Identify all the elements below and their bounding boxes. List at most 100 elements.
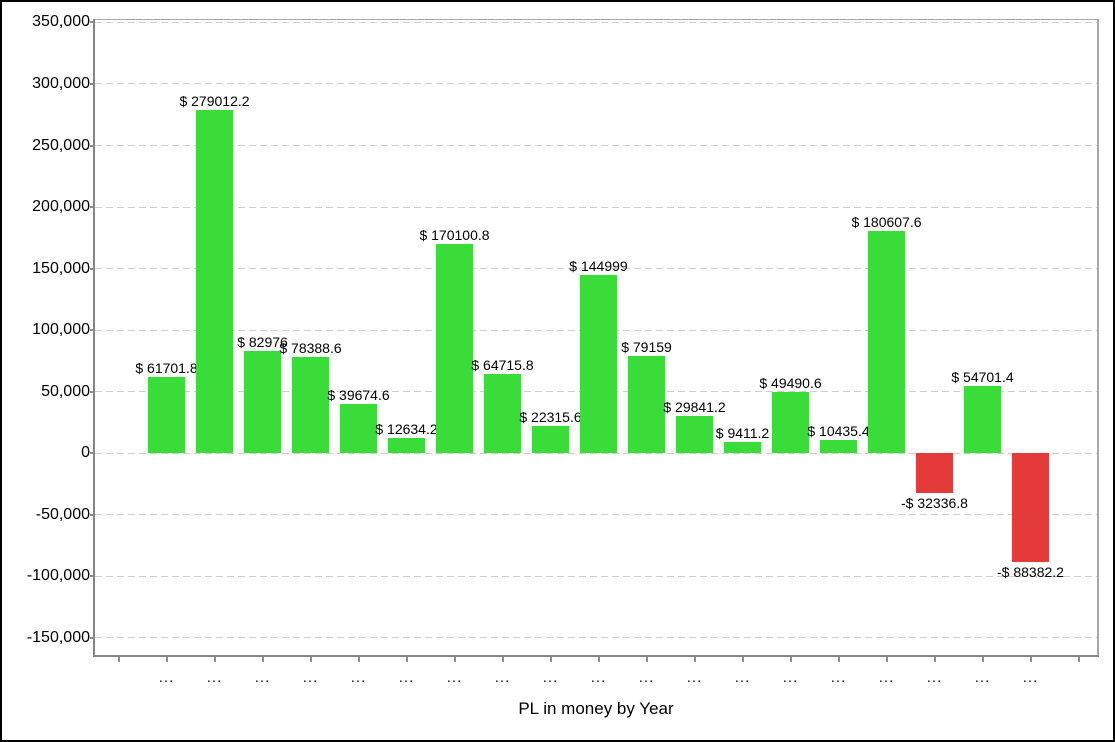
y-axis-tick (90, 206, 95, 209)
bar-value-label: $ 144999 (569, 257, 628, 274)
x-axis-tick (549, 657, 552, 662)
x-axis-tick (213, 657, 216, 662)
x-axis-label: ... (158, 669, 175, 686)
bar-value-label: $ 279012.2 (179, 92, 250, 109)
x-axis-tick (1077, 657, 1080, 662)
x-axis-tick (981, 657, 984, 662)
bar-negative (916, 453, 953, 493)
bar-value-label: $ 180607.6 (851, 213, 922, 230)
bar-positive (772, 392, 809, 454)
plot-border-right (1097, 19, 1099, 657)
y-axis-tick (90, 21, 95, 24)
bar-positive (868, 230, 905, 454)
x-axis-label: ... (590, 669, 607, 686)
x-axis-label: ... (254, 669, 271, 686)
bar-positive (628, 355, 665, 454)
x-axis-tick (693, 657, 696, 662)
y-axis-tick (90, 513, 95, 516)
y-gridline (95, 268, 1097, 270)
bar-positive (340, 404, 377, 454)
x-axis-label: ... (206, 669, 223, 686)
bar-value-label: $ 64715.8 (471, 356, 534, 373)
x-axis-tick (357, 657, 360, 662)
bar-value-label: -$ 88382.2 (997, 563, 1064, 580)
y-axis-label: 300,000 (32, 74, 90, 92)
y-axis-tick (90, 390, 95, 393)
x-axis-tick (261, 657, 264, 662)
bar-positive (724, 441, 761, 454)
y-axis-label: -150,000 (26, 628, 90, 646)
x-axis-tick (117, 657, 120, 662)
y-axis-line (93, 19, 95, 657)
x-axis-tick (501, 657, 504, 662)
bar-positive (148, 377, 185, 454)
y-axis-tick (90, 452, 95, 455)
bar-positive (964, 385, 1001, 454)
x-axis-label: ... (782, 669, 799, 686)
y-axis-label: 100,000 (32, 321, 90, 339)
bar-positive (676, 416, 713, 454)
y-axis-tick (90, 82, 95, 85)
x-axis-label: ... (830, 669, 847, 686)
bar-positive (436, 243, 473, 454)
bar-value-label: $ 79159 (621, 338, 672, 355)
bar-positive (820, 440, 857, 454)
x-axis-tick (453, 657, 456, 662)
bar-positive (292, 356, 329, 454)
y-gridline (95, 21, 1097, 23)
y-axis-label: -50,000 (35, 505, 90, 523)
bar-value-label: $ 12634.2 (375, 420, 438, 437)
bar-value-label: $ 49490.6 (759, 375, 822, 392)
x-axis-tick (789, 657, 792, 662)
y-axis-tick (90, 575, 95, 578)
bar-value-label: $ 39674.6 (327, 387, 390, 404)
x-axis-label: ... (734, 669, 751, 686)
y-axis-label: 150,000 (32, 259, 90, 277)
bar-positive (532, 425, 569, 454)
y-gridline (95, 145, 1097, 147)
y-axis-label: 200,000 (32, 198, 90, 216)
bar-positive (388, 437, 425, 454)
y-axis-label: 250,000 (32, 136, 90, 154)
x-axis-tick (1029, 657, 1032, 662)
bar-value-label: $ 54701.4 (951, 368, 1014, 385)
x-axis-tick (309, 657, 312, 662)
x-axis-label: ... (350, 669, 367, 686)
x-axis-tick (741, 657, 744, 662)
x-axis-label: ... (446, 669, 463, 686)
x-axis-tick (885, 657, 888, 662)
y-axis-tick (90, 267, 95, 270)
y-gridline (95, 637, 1097, 639)
y-gridline (95, 452, 1097, 454)
plot-border-top (95, 19, 1099, 20)
bar-value-label: -$ 32336.8 (901, 494, 968, 511)
x-axis-label: ... (542, 669, 559, 686)
bar-positive (244, 351, 281, 454)
x-axis-tick (645, 657, 648, 662)
bar-value-label: $ 170100.8 (419, 226, 490, 243)
x-axis-label: ... (686, 669, 703, 686)
x-axis-tick (933, 657, 936, 662)
bar-positive (484, 373, 521, 454)
x-axis-label: ... (398, 669, 415, 686)
x-axis-tick (405, 657, 408, 662)
y-axis-tick (90, 329, 95, 332)
bar-positive (580, 274, 617, 454)
x-axis-label: ... (1022, 669, 1039, 686)
chart-title: PL in money by Year (518, 699, 674, 718)
x-axis-tick (165, 657, 168, 662)
bar-value-label: $ 29841.2 (663, 399, 726, 416)
bar-value-label: $ 9411.2 (715, 424, 770, 441)
y-gridline (95, 83, 1097, 85)
bar-value-label: $ 22315.6 (519, 408, 582, 425)
x-axis-label: ... (638, 669, 655, 686)
y-axis-label: 350,000 (32, 13, 90, 31)
x-axis-label: ... (494, 669, 511, 686)
bar-value-label: $ 78388.6 (279, 339, 342, 356)
x-axis-label: ... (926, 669, 943, 686)
bar-value-label: $ 61701.8 (135, 360, 198, 377)
x-axis-tick (597, 657, 600, 662)
